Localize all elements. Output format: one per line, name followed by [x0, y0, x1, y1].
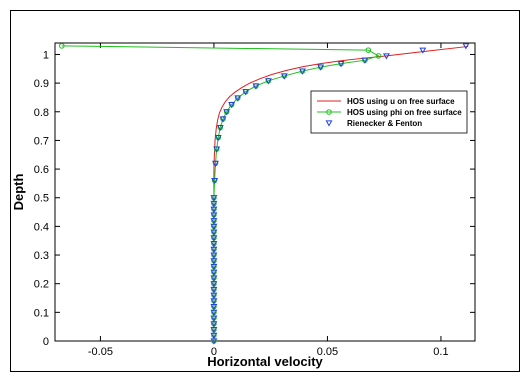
data-point-triangle	[210, 263, 218, 271]
data-point-triangle	[234, 95, 242, 102]
data-point-triangle	[210, 309, 218, 316]
y-tick-label: 0.2	[34, 279, 49, 291]
data-point-triangle	[211, 177, 219, 185]
data-point-triangle	[242, 89, 250, 96]
data-point-triangle	[210, 286, 218, 294]
data-point-triangle	[210, 275, 218, 282]
data-point-triangle	[216, 124, 224, 132]
x-tick-label: 0	[211, 346, 217, 358]
legend-marker-triangle	[325, 120, 333, 127]
data-point-triangle	[462, 43, 470, 50]
x-axis-label: Horizontal velocity	[207, 354, 323, 369]
y-tick-label: 0.8	[34, 107, 49, 119]
figure-frame	[10, 10, 520, 372]
data-point-triangle	[213, 146, 221, 153]
y-tick-label: 0.5	[34, 193, 49, 205]
data-point-triangle	[219, 116, 227, 123]
data-point-triangle	[264, 78, 272, 85]
data-point-circle	[59, 43, 65, 49]
data-point-triangle	[210, 218, 218, 225]
data-point-triangle	[299, 68, 306, 75]
legend-marker-circle	[326, 109, 332, 115]
series-3	[210, 43, 470, 345]
data-point-triangle	[337, 61, 345, 68]
y-axis-label: Depth	[11, 174, 26, 211]
y-tick-label: 0	[43, 336, 49, 348]
data-point-triangle	[223, 109, 231, 116]
data-point-triangle	[210, 326, 218, 334]
data-point-triangle	[210, 246, 218, 253]
plot-area	[54, 42, 476, 342]
data-point-triangle	[280, 73, 288, 80]
data-point-triangle	[210, 206, 218, 213]
y-tick-label: 0.7	[34, 135, 49, 147]
x-tick-label: -0.05	[88, 346, 113, 358]
y-tick-label: 0.4	[34, 221, 49, 233]
legend-entry-label: Rienecker & Fenton	[347, 119, 422, 128]
data-point-triangle	[383, 53, 390, 60]
data-point-triangle	[210, 304, 218, 311]
data-point-triangle	[419, 47, 427, 54]
data-point-circle	[365, 47, 372, 53]
data-point-triangle	[210, 292, 218, 299]
data-point-triangle	[210, 332, 218, 339]
series-2	[59, 43, 382, 344]
legend-entry-label: HOS using u on free surface	[347, 97, 455, 106]
data-point-triangle	[210, 252, 218, 259]
series-line	[61, 45, 380, 341]
data-point-triangle	[210, 315, 218, 322]
data-point-triangle	[317, 64, 325, 71]
data-point-triangle	[210, 229, 218, 236]
data-point-triangle	[210, 235, 218, 242]
legend: HOS using u on free surface HOS using phi…	[310, 90, 468, 134]
data-point-triangle	[210, 195, 218, 202]
x-tick-label: 0.1	[433, 346, 448, 358]
data-point-triangle	[252, 83, 260, 90]
data-point-triangle	[210, 258, 218, 265]
data-point-triangle	[210, 338, 218, 345]
data-point-triangle	[210, 200, 218, 208]
y-tick-label: 0.3	[34, 250, 49, 262]
x-axis: -0.05 0 0.05 0.1	[88, 43, 449, 358]
data-point-circle	[375, 53, 382, 59]
data-point-triangle	[361, 57, 369, 64]
data-point-triangle	[210, 223, 218, 231]
y-tick-label: 1	[43, 49, 49, 61]
data-point-triangle	[210, 321, 218, 328]
data-point-triangle	[210, 240, 218, 248]
x-tick-label: 0.05	[317, 346, 338, 358]
y-axis: 0 0.1 0.2 0.3 0.4 0.5 0.6 0.7 0.8 0.9 1	[34, 49, 475, 348]
data-point-triangle	[214, 134, 222, 142]
y-tick-label: 0.1	[34, 307, 49, 319]
y-tick-label: 0.9	[34, 78, 49, 90]
data-point-triangle	[210, 281, 218, 288]
data-point-triangle	[210, 212, 218, 219]
data-point-triangle	[210, 298, 218, 305]
legend-entry-label: HOS using phi on free surface	[347, 108, 462, 117]
series-layer	[59, 43, 470, 345]
y-tick-label: 0.6	[34, 164, 49, 176]
data-point-triangle	[228, 102, 236, 109]
data-point-triangle	[212, 160, 219, 167]
data-point-triangle	[210, 269, 218, 276]
